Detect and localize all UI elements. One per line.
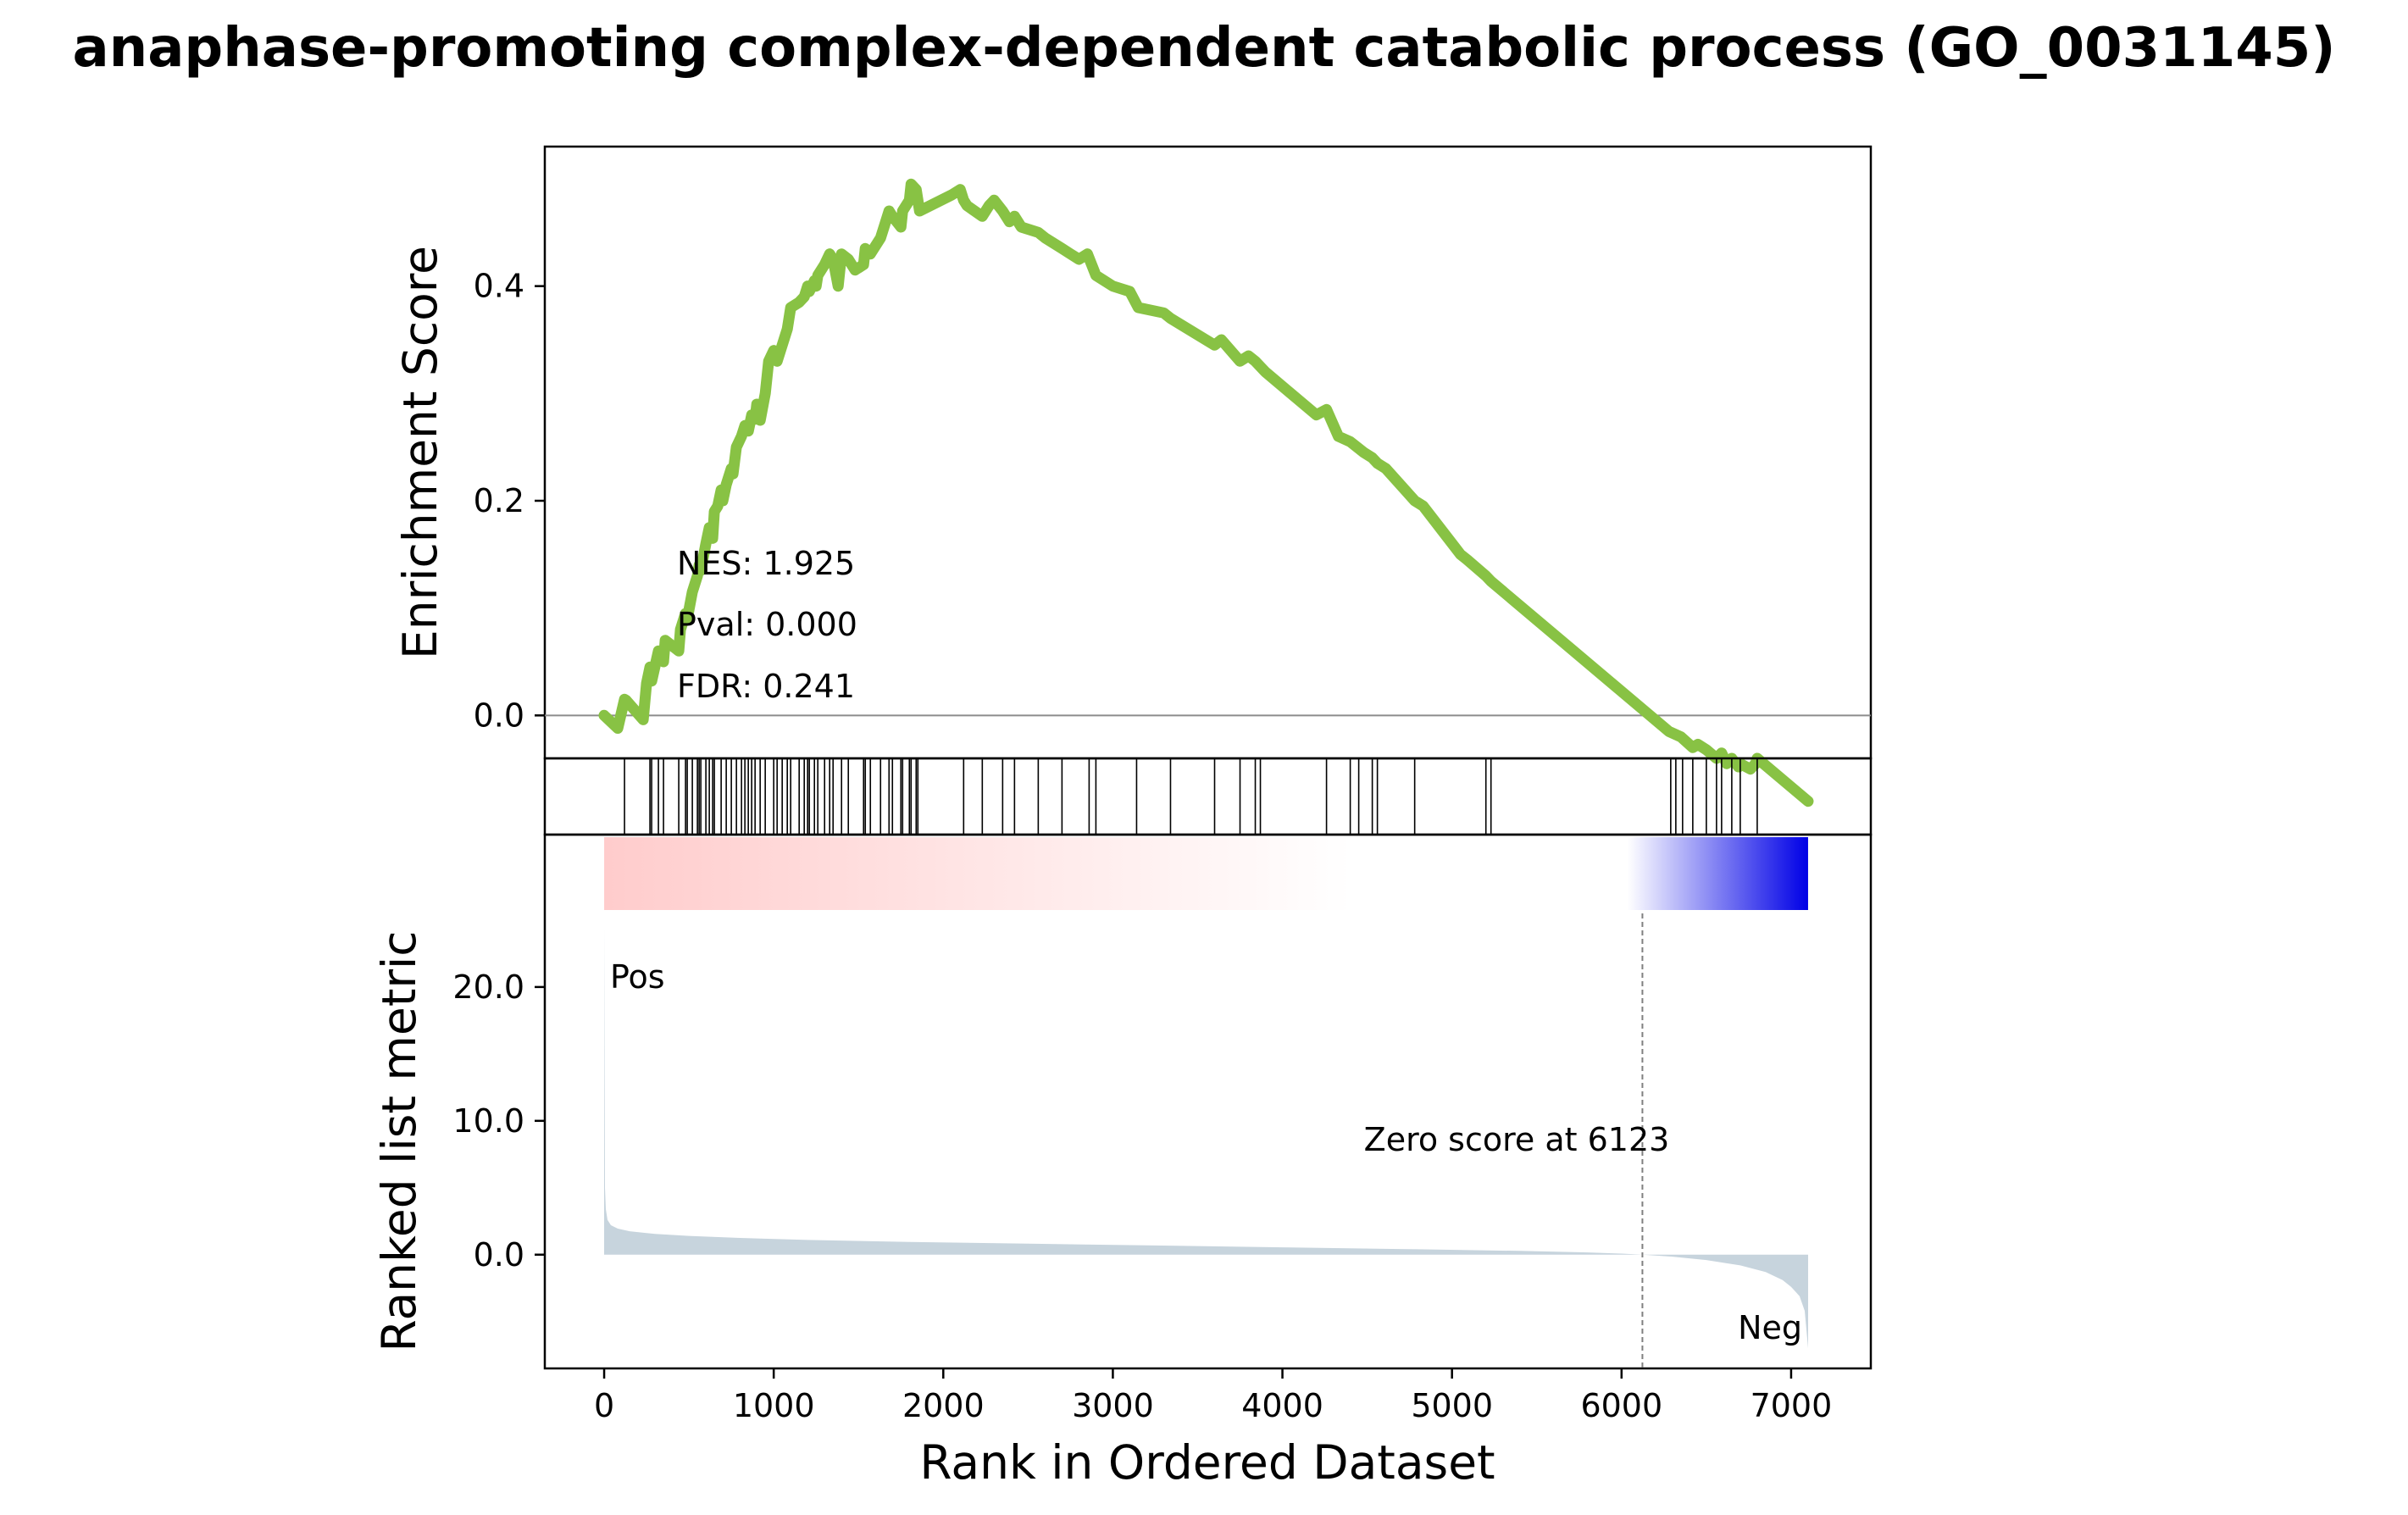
- x-tick-label: 4000: [1241, 1387, 1323, 1424]
- ranked-metric-panel-frame: [543, 833, 1873, 1370]
- x-axis-ticks: 0 1000 2000 3000 4000 5000 6000 7000: [594, 1368, 1832, 1424]
- hit-markers: [624, 758, 1758, 835]
- enrichment-panel-frame: [543, 145, 1873, 760]
- pval-annotation: Pval: 0.000: [677, 606, 857, 643]
- hits-panel-frame: [543, 757, 1873, 836]
- metric-y-ticks: 0.0 10.0 20.0: [452, 968, 545, 1274]
- enrichment-score-panel: 0.0 0.2 0.4 NES: 1.925 Pval: 0.000 FDR: 0.…: [393, 145, 1873, 807]
- ranked-metric-panel: 0.0 10.0 20.0 Pos Neg Zero score at 6123 R…: [372, 833, 1873, 1370]
- zero-score-annotation: Zero score at 6123: [1364, 1121, 1670, 1158]
- ranked-metric-area: [604, 926, 1808, 1349]
- x-tick-label: 2000: [902, 1387, 985, 1424]
- neg-label: Neg: [1738, 1309, 1802, 1346]
- pos-label: Pos: [610, 958, 665, 996]
- metric-y-tick-label: 0.0: [474, 1236, 524, 1274]
- x-tick-label: 0: [594, 1387, 614, 1424]
- hits-panel: [543, 757, 1873, 836]
- enrichment-score-line: [598, 178, 1814, 807]
- x-tick-label: 6000: [1580, 1387, 1662, 1424]
- x-tick-label: 1000: [733, 1387, 815, 1424]
- es-y-ticks: 0.0 0.2 0.4: [474, 268, 545, 734]
- es-y-tick-label: 0.0: [474, 696, 524, 734]
- chart-title: anaphase-promoting complex-dependent cat…: [72, 17, 2335, 80]
- x-tick-label: 5000: [1411, 1387, 1493, 1424]
- nes-annotation: NES: 1.925: [677, 545, 855, 582]
- x-tick-label: 3000: [1072, 1387, 1154, 1424]
- fdr-annotation: FDR: 0.241: [677, 668, 855, 705]
- metric-y-tick-label: 20.0: [452, 968, 524, 1006]
- rank-color-ribbon: [604, 837, 1808, 910]
- metric-y-axis-label: Ranked list metric: [372, 930, 426, 1351]
- es-y-tick-label: 0.2: [474, 482, 524, 519]
- es-y-axis-label: Enrichment Score: [393, 246, 447, 659]
- es-y-tick-label: 0.4: [474, 268, 524, 305]
- metric-y-tick-label: 10.0: [452, 1102, 524, 1140]
- x-tick-label: 7000: [1751, 1387, 1833, 1424]
- x-axis-label: Rank in Ordered Dataset: [919, 1435, 1495, 1490]
